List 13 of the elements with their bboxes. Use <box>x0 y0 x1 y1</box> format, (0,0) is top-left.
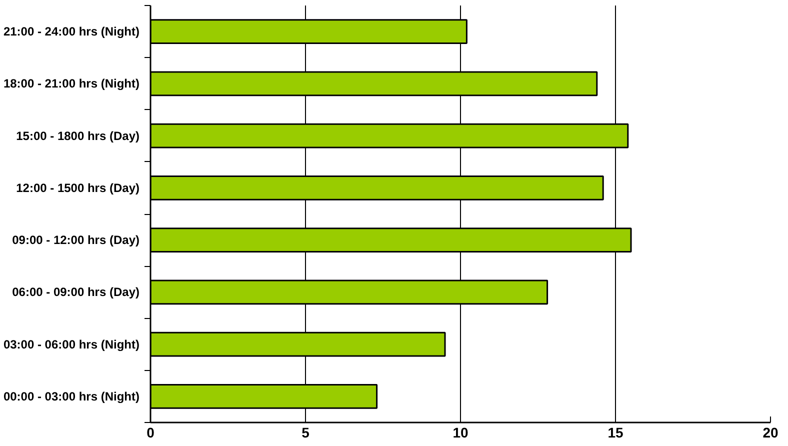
x-tick-label: 0 <box>146 424 155 440</box>
y-tick-label: 15:00 - 1800 hrs (Day) <box>16 128 140 143</box>
x-tick-label: 10 <box>452 424 468 440</box>
x-tick-label: 20 <box>762 424 778 440</box>
y-tick-label: 00:00 - 03:00 hrs (Night) <box>3 389 140 404</box>
x-tick-label: 5 <box>302 424 310 440</box>
y-tick-label: 03:00 - 06:00 hrs (Night) <box>3 337 140 352</box>
y-tick-label: 12:00 - 1500 hrs (Day) <box>16 180 140 195</box>
y-tick-label: 21:00 - 24:00 hrs (Night) <box>3 24 140 39</box>
y-tick-label: 06:00 - 09:00 hrs (Day) <box>12 285 140 300</box>
x-tick-label: 15 <box>608 424 624 440</box>
y-tick-label: 18:00 - 21:00 hrs (Night) <box>3 76 140 91</box>
y-tick-label: 09:00 - 12:00 hrs (Day) <box>12 233 140 248</box>
